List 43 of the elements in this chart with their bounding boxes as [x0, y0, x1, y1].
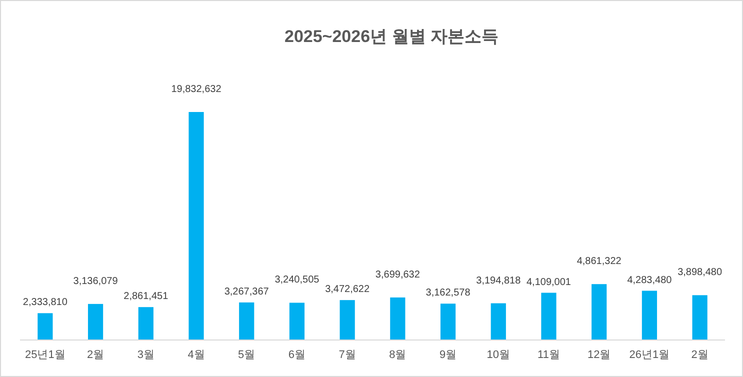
bar — [88, 304, 104, 340]
data-label: 2,333,810 — [22, 297, 68, 308]
x-tick-label: 26년1월 — [629, 349, 670, 361]
x-tick-label: 25년1월 — [25, 349, 66, 361]
x-tick-label: 3월 — [137, 349, 154, 361]
data-label: 4,861,322 — [576, 256, 622, 268]
data-label: 2,861,451 — [124, 291, 169, 302]
x-tick-label: 7월 — [338, 349, 356, 361]
data-label: 3,162,578 — [426, 288, 471, 299]
bar — [490, 303, 506, 340]
data-label: 3,136,079 — [73, 276, 118, 287]
x-tick-label: 5월 — [238, 349, 256, 361]
x-tick-label: 8월 — [389, 349, 406, 361]
bar — [592, 284, 607, 340]
x-tick-label: 4월 — [188, 349, 205, 361]
bar — [38, 313, 53, 340]
x-tick-label: 2월 — [86, 349, 104, 361]
x-tick-label: 10월 — [486, 349, 510, 361]
data-label: 4,109,001 — [526, 276, 572, 288]
data-label: 3,699,632 — [375, 269, 420, 280]
data-label: 3,472,622 — [325, 284, 370, 296]
x-tick-label: 2월 — [691, 349, 708, 361]
data-label: 3,267,367 — [224, 286, 270, 298]
bar — [340, 300, 355, 340]
data-label: 4,283,480 — [627, 274, 672, 286]
bar — [692, 295, 708, 340]
bar — [390, 297, 406, 340]
bar — [239, 302, 254, 340]
data-label: 3,898,480 — [678, 267, 722, 278]
chart-title: 2025~2026년 월별 자본소득 — [284, 27, 499, 46]
x-tick-label: 11월 — [538, 349, 560, 361]
bar — [541, 292, 556, 340]
x-tick-label: 12월 — [587, 349, 611, 361]
bar — [188, 112, 204, 340]
data-label: 19,832,632 — [171, 84, 222, 95]
bar — [440, 304, 456, 340]
data-label: 3,194,818 — [476, 275, 522, 286]
bar — [289, 302, 305, 340]
data-label: 3,240,505 — [274, 274, 320, 286]
x-tick-label: 9월 — [439, 349, 457, 361]
bar — [642, 290, 658, 340]
bar — [138, 307, 154, 340]
x-tick-label: 6월 — [288, 349, 306, 361]
